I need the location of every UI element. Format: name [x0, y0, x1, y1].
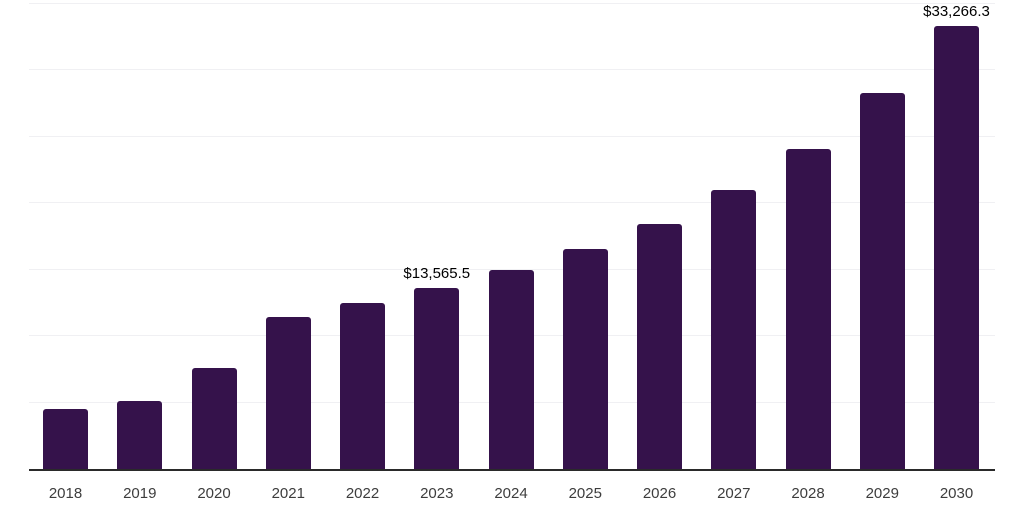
bar: [934, 26, 979, 469]
x-axis-label: 2018: [48, 485, 83, 502]
x-axis-label: 2029: [865, 485, 899, 502]
x-axis-label: 2022: [345, 485, 380, 502]
bar: [637, 223, 682, 469]
bar-column: $33,266.3 2030: [923, 3, 990, 502]
bar-value-label: $33,266.3: [923, 3, 990, 21]
x-axis-label: 2020: [197, 485, 231, 502]
x-axis-label: 2030: [939, 485, 974, 502]
bar: [414, 288, 460, 469]
bar: [859, 93, 905, 469]
bar-column: 2029: [859, 3, 905, 502]
bar-column: 2021: [265, 3, 311, 502]
gridline: [29, 202, 995, 204]
bar-column: 2020: [191, 3, 237, 502]
bar: [488, 270, 534, 469]
plot-area: 2018 2019 2020 2021 2022 $13,565.5 2023 2024 202…: [29, 2, 995, 502]
x-axis-label: 2024: [494, 485, 528, 502]
x-axis-label: 2019: [123, 485, 157, 502]
bar-column: 2024: [488, 3, 534, 502]
bar-column: 2022: [340, 3, 385, 502]
bar-value-label: $13,565.5: [403, 265, 471, 283]
gridline: [29, 69, 995, 71]
x-axis-label: 2028: [791, 485, 825, 502]
gridline: [29, 268, 995, 270]
bar: [711, 189, 757, 469]
bar: [191, 368, 237, 469]
bar: [43, 409, 88, 469]
bars: 2018 2019 2020 2021 2022 $13,565.5 2023 2024 202…: [29, 3, 995, 502]
bar-column: 2026: [637, 3, 682, 502]
gridline: [29, 135, 995, 137]
bar: [340, 302, 385, 469]
bar-column: 2019: [117, 3, 163, 502]
bar: [562, 248, 608, 469]
bar-column: 2018: [43, 3, 88, 502]
x-axis-label: 2026: [642, 485, 677, 502]
bar-column: $13,565.5 2023: [403, 3, 470, 502]
bar: [117, 401, 163, 469]
bar-column: 2027: [711, 3, 757, 502]
gridline: [29, 2, 995, 4]
bar: [785, 148, 831, 469]
x-axis-label: 2023: [420, 485, 454, 502]
x-axis-label: 2025: [568, 485, 602, 502]
bar-column: 2025: [562, 3, 608, 502]
bar-column: 2028: [785, 3, 831, 502]
x-axis-line: [29, 469, 995, 471]
x-axis-label: 2027: [717, 485, 751, 502]
bar: [265, 317, 311, 469]
x-axis-label: 2021: [271, 485, 305, 502]
